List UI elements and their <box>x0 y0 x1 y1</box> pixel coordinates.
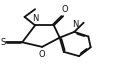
Text: N: N <box>32 14 38 23</box>
Text: S: S <box>1 38 6 47</box>
Text: O: O <box>61 5 68 14</box>
Text: N: N <box>72 20 78 29</box>
Text: O: O <box>38 50 45 59</box>
